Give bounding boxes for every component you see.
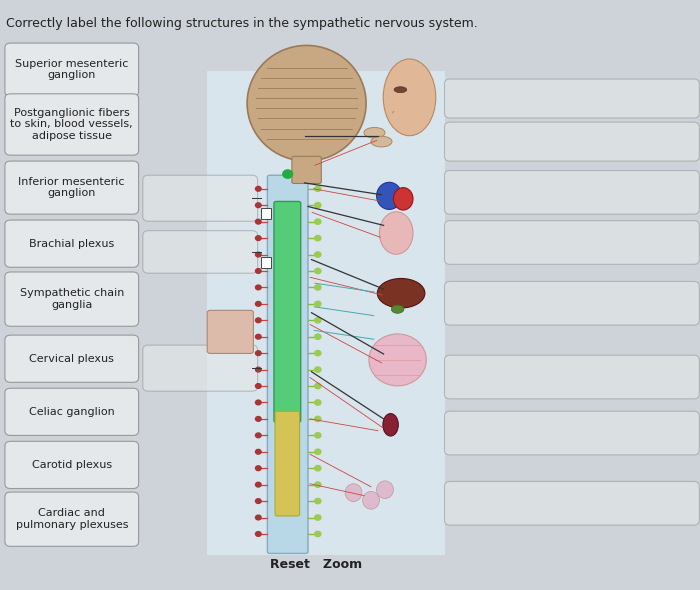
FancyBboxPatch shape — [5, 43, 139, 96]
Circle shape — [315, 219, 321, 224]
Circle shape — [256, 450, 261, 454]
Text: Sympathetic chain
ganglia: Sympathetic chain ganglia — [20, 289, 124, 310]
Circle shape — [256, 482, 261, 487]
Circle shape — [315, 285, 321, 290]
FancyBboxPatch shape — [275, 411, 300, 516]
Circle shape — [315, 367, 321, 372]
Circle shape — [256, 285, 261, 290]
Ellipse shape — [383, 414, 398, 436]
FancyBboxPatch shape — [5, 272, 139, 326]
Circle shape — [256, 318, 261, 323]
Ellipse shape — [393, 188, 413, 210]
Circle shape — [315, 317, 321, 323]
Text: Inferior mesenteric
ganglion: Inferior mesenteric ganglion — [18, 177, 125, 198]
Circle shape — [256, 268, 261, 273]
FancyBboxPatch shape — [143, 231, 258, 273]
FancyBboxPatch shape — [444, 481, 699, 525]
Circle shape — [256, 236, 261, 241]
Circle shape — [256, 466, 261, 471]
Circle shape — [256, 417, 261, 421]
Circle shape — [315, 531, 321, 537]
Circle shape — [256, 219, 261, 224]
Circle shape — [256, 301, 261, 306]
Circle shape — [256, 252, 261, 257]
Ellipse shape — [345, 484, 362, 502]
FancyBboxPatch shape — [5, 161, 139, 214]
Text: Celiac ganglion: Celiac ganglion — [29, 407, 115, 417]
Circle shape — [315, 301, 321, 307]
Circle shape — [256, 186, 261, 191]
Circle shape — [256, 335, 261, 339]
Circle shape — [256, 515, 261, 520]
Circle shape — [256, 384, 261, 388]
Circle shape — [315, 384, 321, 389]
FancyBboxPatch shape — [274, 201, 301, 422]
Circle shape — [315, 482, 321, 487]
Text: Cardiac and
pulmonary plexuses: Cardiac and pulmonary plexuses — [15, 509, 128, 530]
FancyBboxPatch shape — [444, 355, 699, 399]
Text: Brachial plexus: Brachial plexus — [29, 239, 114, 248]
Ellipse shape — [377, 278, 425, 308]
FancyBboxPatch shape — [292, 156, 321, 183]
FancyBboxPatch shape — [5, 492, 139, 546]
FancyBboxPatch shape — [5, 388, 139, 435]
Circle shape — [256, 499, 261, 503]
Text: Correctly label the following structures in the sympathetic nervous system.: Correctly label the following structures… — [6, 17, 477, 30]
Ellipse shape — [379, 212, 413, 254]
FancyBboxPatch shape — [444, 281, 699, 325]
Circle shape — [256, 203, 261, 208]
Ellipse shape — [363, 491, 379, 509]
Ellipse shape — [391, 305, 404, 313]
Bar — [261, 208, 271, 219]
Ellipse shape — [364, 127, 385, 138]
Circle shape — [283, 170, 293, 178]
Circle shape — [315, 400, 321, 405]
FancyBboxPatch shape — [444, 171, 699, 214]
FancyBboxPatch shape — [5, 94, 139, 155]
Ellipse shape — [377, 481, 393, 499]
Circle shape — [315, 186, 321, 191]
Circle shape — [315, 515, 321, 520]
Circle shape — [315, 334, 321, 339]
Text: Superior mesenteric
ganglion: Superior mesenteric ganglion — [15, 59, 128, 80]
Text: Cervical plexus: Cervical plexus — [29, 354, 114, 363]
FancyBboxPatch shape — [207, 310, 253, 353]
Circle shape — [315, 202, 321, 208]
Circle shape — [256, 433, 261, 438]
Circle shape — [315, 449, 321, 454]
FancyBboxPatch shape — [267, 175, 308, 553]
FancyBboxPatch shape — [5, 220, 139, 267]
FancyBboxPatch shape — [5, 441, 139, 489]
Circle shape — [315, 499, 321, 504]
Circle shape — [315, 350, 321, 356]
Circle shape — [256, 400, 261, 405]
Circle shape — [256, 532, 261, 536]
FancyBboxPatch shape — [444, 221, 699, 264]
Circle shape — [315, 432, 321, 438]
Ellipse shape — [384, 59, 435, 136]
FancyBboxPatch shape — [143, 345, 258, 391]
Circle shape — [315, 252, 321, 257]
Circle shape — [315, 417, 321, 421]
Text: Reset   Zoom: Reset Zoom — [270, 558, 362, 571]
Text: Carotid plexus: Carotid plexus — [32, 460, 112, 470]
FancyBboxPatch shape — [444, 79, 699, 118]
Ellipse shape — [371, 136, 392, 147]
Ellipse shape — [369, 334, 426, 386]
Circle shape — [315, 466, 321, 471]
Circle shape — [315, 235, 321, 241]
FancyBboxPatch shape — [5, 335, 139, 382]
Ellipse shape — [377, 182, 402, 209]
Ellipse shape — [247, 45, 366, 161]
Circle shape — [315, 268, 321, 274]
FancyBboxPatch shape — [444, 411, 699, 455]
FancyBboxPatch shape — [206, 71, 444, 555]
FancyBboxPatch shape — [143, 175, 258, 221]
Text: Postganglionic fibers
to skin, blood vessels,
adipose tissue: Postganglionic fibers to skin, blood ves… — [10, 108, 133, 141]
Circle shape — [256, 351, 261, 356]
FancyBboxPatch shape — [444, 122, 699, 161]
Bar — [261, 257, 271, 268]
Ellipse shape — [394, 87, 407, 93]
Circle shape — [256, 367, 261, 372]
